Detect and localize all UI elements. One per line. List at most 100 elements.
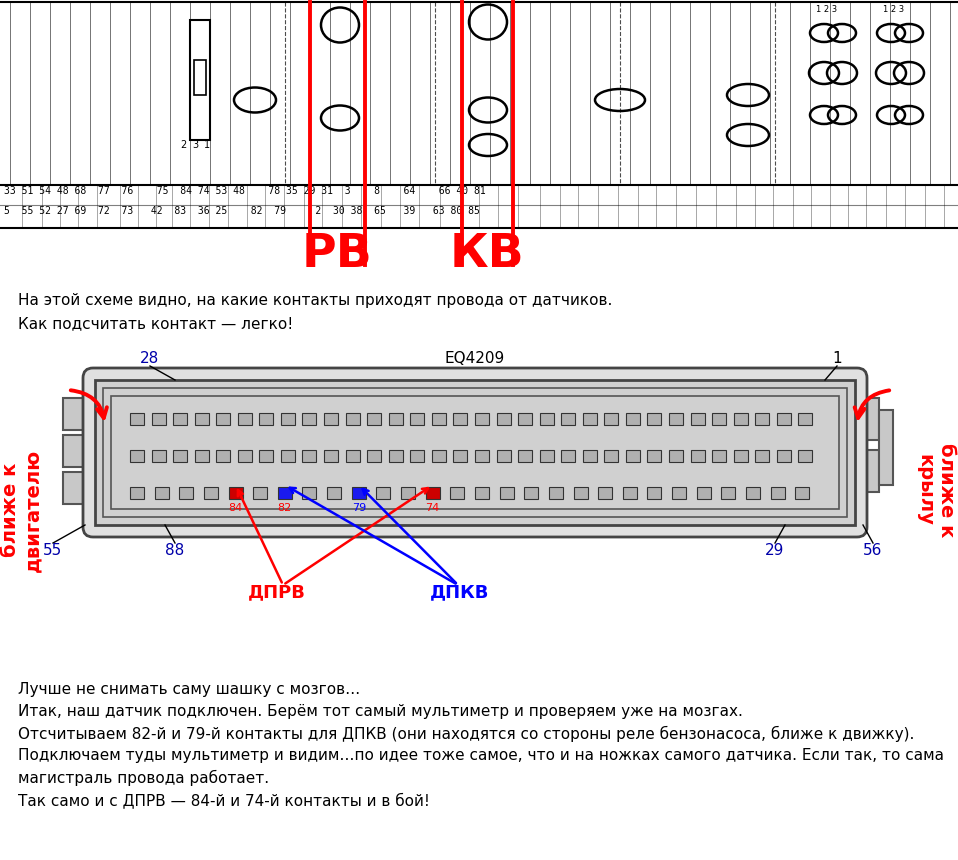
Text: 79: 79 [352,503,366,513]
Bar [367,450,381,462]
Bar [229,487,242,499]
Bar [151,413,166,425]
Bar [669,413,683,425]
Bar [574,487,587,499]
Bar [453,450,468,462]
Bar [626,450,640,462]
Bar [539,413,554,425]
Bar [721,487,736,499]
Bar [324,450,338,462]
Bar [539,450,554,462]
Bar [0,2,958,228]
Bar [260,413,273,425]
Bar [696,487,711,499]
Bar [238,450,252,462]
Bar [777,450,791,462]
Bar [734,413,748,425]
Text: 1: 1 [204,140,210,150]
Text: Отсчитываем 82-й и 79-й контакты для ДПКВ (они находятся со стороны реле бензона: Отсчитываем 82-й и 79-й контакты для ДПК… [18,726,914,742]
Bar [194,60,206,95]
Bar [475,413,489,425]
Bar [691,450,705,462]
Bar [798,450,812,462]
Bar [401,487,415,499]
Bar [453,413,468,425]
Bar [194,450,209,462]
FancyArrowPatch shape [855,390,889,418]
Bar [389,450,402,462]
Text: 56: 56 [863,543,882,558]
FancyArrowPatch shape [71,390,107,418]
Bar [151,450,166,462]
Bar [755,450,769,462]
Bar [190,20,210,140]
Bar [496,413,511,425]
Text: ДПКВ: ДПКВ [430,583,490,601]
Bar [857,398,879,440]
Bar [303,413,316,425]
Bar [582,413,597,425]
Bar [217,413,230,425]
Bar [63,435,93,467]
Bar [130,487,144,499]
Text: 29: 29 [765,543,785,558]
Text: Лучше не снимать саму шашку с мозгов…: Лучше не снимать саму шашку с мозгов… [18,682,360,697]
Bar [648,413,662,425]
Bar [324,413,338,425]
Bar [410,450,424,462]
Bar [734,450,748,462]
Bar [173,413,187,425]
Bar [281,450,295,462]
Bar [179,487,194,499]
Bar [253,487,267,499]
Bar [626,413,640,425]
Text: 5  55 52 27 69  72  73   42  83  36 25    82  79     2  30 38  65   39   63 80 8: 5 55 52 27 69 72 73 42 83 36 25 82 79 2 … [4,206,480,216]
Bar [154,487,169,499]
Bar [623,487,637,499]
Text: 1 2 3: 1 2 3 [883,5,904,14]
Bar [746,487,760,499]
Bar [475,450,489,462]
Bar [303,450,316,462]
Bar [303,487,316,499]
Text: магистраль провода работает.: магистраль провода работает. [18,770,269,786]
Text: 82: 82 [278,503,292,513]
Bar [604,450,618,462]
Bar [561,450,575,462]
Bar [281,413,295,425]
Text: РВ: РВ [302,232,373,277]
Bar [712,450,726,462]
Bar [111,396,839,509]
Bar [238,413,252,425]
Text: ближе к
крылу: ближе к крылу [916,443,956,538]
Bar [879,410,893,485]
Bar [367,413,381,425]
Text: 1 2 3: 1 2 3 [816,5,837,14]
Bar [648,450,662,462]
Text: Подключаем туды мультиметр и видим…по идее тоже самое, что и на ножках самого да: Подключаем туды мультиметр и видим…по ид… [18,748,944,763]
Bar [673,487,686,499]
Bar [352,487,366,499]
Text: 1: 1 [833,351,842,366]
Bar [524,487,538,499]
Bar [204,487,217,499]
Text: 88: 88 [166,543,185,558]
Bar [691,413,705,425]
Text: EQ4209: EQ4209 [445,351,505,366]
Bar [518,413,532,425]
Bar [795,487,810,499]
Text: 74: 74 [425,503,440,513]
Text: 3: 3 [192,140,198,150]
Bar [712,413,726,425]
Bar [346,413,359,425]
Text: ближе к
двигателю: ближе к двигателю [2,448,42,572]
Bar [450,487,465,499]
Bar [777,413,791,425]
Bar [582,450,597,462]
Bar [410,413,424,425]
Bar [771,487,785,499]
Bar [496,450,511,462]
Bar [130,413,144,425]
Bar [561,413,575,425]
Text: ДПРВ: ДПРВ [248,583,306,601]
